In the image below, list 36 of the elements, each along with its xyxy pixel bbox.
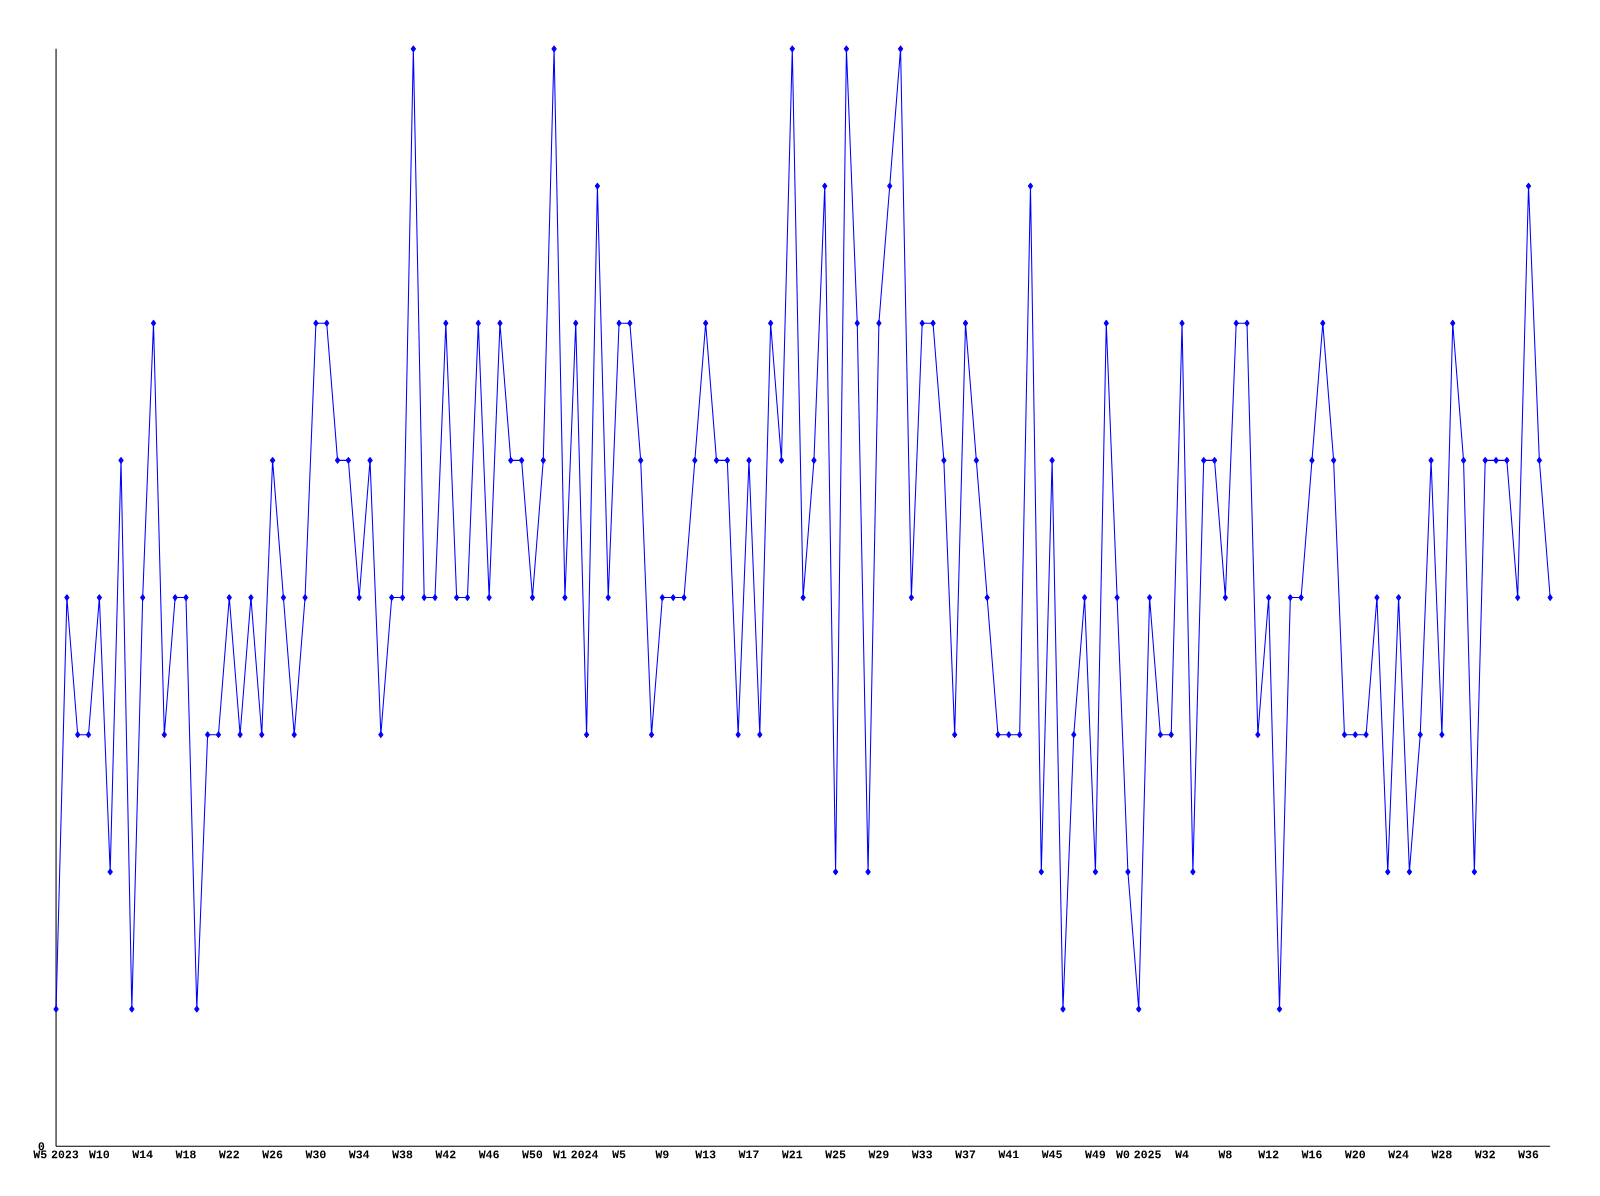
x-tick-label: W22	[218, 1150, 240, 1159]
x-tick-label: W28	[1431, 1150, 1452, 1159]
x-tick-label: W36	[1518, 1150, 1539, 1159]
x-tick-label: W21	[781, 1150, 803, 1159]
x-tick-label: W1 2024	[553, 1150, 599, 1159]
x-tick-label: W17	[738, 1150, 759, 1159]
x-tick-label: W5 2023	[33, 1150, 79, 1159]
x-tick-label: W24	[1388, 1150, 1409, 1159]
x-tick-label: W42	[435, 1150, 456, 1159]
x-tick-label: W0 2025	[1116, 1150, 1161, 1159]
x-tick-label: W8	[1218, 1150, 1232, 1159]
x-tick-label: W10	[88, 1150, 110, 1159]
x-tick-label: W34	[348, 1150, 370, 1159]
x-tick-label: W50	[522, 1150, 543, 1159]
x-tick-label: W41	[998, 1150, 1019, 1159]
x-tick-label: W9	[655, 1150, 669, 1159]
text: 0	[38, 1142, 45, 1151]
x-tick-label: W30	[305, 1150, 326, 1159]
x-tick-label: W4	[1175, 1150, 1189, 1159]
x-tick-label: W20	[1344, 1150, 1366, 1159]
x-tick-label: W26	[262, 1150, 283, 1159]
x-tick-label: W33	[911, 1150, 932, 1159]
x-tick-label: W16	[1301, 1150, 1322, 1159]
x-tick-label: W45	[1041, 1150, 1062, 1159]
x-tick-label: W18	[175, 1150, 196, 1159]
x-tick-label: W37	[955, 1150, 976, 1159]
x-tick-label: W5	[612, 1150, 626, 1159]
x-tick-label: W12	[1258, 1150, 1279, 1159]
x-tick-label: W32	[1474, 1150, 1495, 1159]
x-tick-label: W29	[868, 1150, 889, 1159]
x-tick-label: W38	[392, 1150, 413, 1159]
x-tick-label: W49	[1085, 1150, 1106, 1159]
x-tick-label: W13	[695, 1150, 716, 1159]
x-tick-label: W46	[478, 1150, 499, 1159]
x-tick-label: W14	[132, 1150, 153, 1159]
x-tick-label: W25	[825, 1150, 846, 1159]
